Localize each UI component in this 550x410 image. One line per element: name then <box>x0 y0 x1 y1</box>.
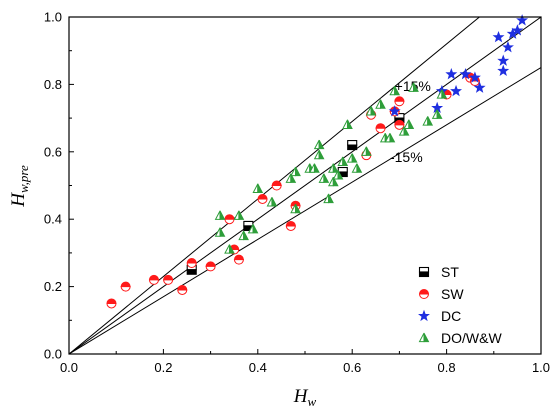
data-point-half-triangle <box>247 224 259 234</box>
x-axis-title: Hw <box>293 386 317 409</box>
data-point-star <box>459 68 472 80</box>
data-point-half-triangle <box>214 227 226 237</box>
data-point-half-triangle <box>233 210 245 220</box>
data-point-star <box>516 14 529 26</box>
data-point-half-triangle <box>436 89 448 99</box>
data-point-half-circle <box>120 281 131 292</box>
data-point-half-triangle <box>290 166 301 177</box>
data-point-star <box>492 30 505 43</box>
data-point-half-triangle <box>375 99 386 109</box>
data-point-half-circle <box>375 123 386 134</box>
data-point-half-triangle <box>337 156 349 167</box>
data-point-half-circle <box>233 254 244 265</box>
y-tick-label: 0.0 <box>44 347 62 362</box>
x-tick-label: 0.8 <box>438 360 456 375</box>
legend-item: DO/W&W <box>418 330 502 346</box>
data-point-half-circle <box>285 220 296 231</box>
data-point-star <box>473 81 486 93</box>
legend-marker <box>418 332 430 343</box>
y-tick-label: 0.2 <box>44 279 62 294</box>
data-point-half-triangle <box>384 133 396 143</box>
x-tick-label: 1.0 <box>532 360 550 375</box>
legend-marker <box>418 309 430 322</box>
y-axis-title: Hw,pre <box>8 165 31 208</box>
x-tick-label: 0.0 <box>60 360 78 375</box>
legend-marker <box>418 289 430 299</box>
data-point-half-triangle <box>285 173 297 183</box>
data-point-star <box>497 64 510 76</box>
data-point-half-triangle <box>266 197 278 207</box>
axes: 0.0 0.2 0.4 0.6 0.8 1.0 0.0 0.2 0.4 0.6 0.8 1.0 <box>44 10 550 376</box>
data-point-half-triangle <box>327 176 339 187</box>
data-point-half-circle <box>394 96 405 107</box>
data-point-half-triangle <box>290 203 301 214</box>
data-point-half-circle <box>163 274 174 285</box>
data-point-star <box>388 105 401 117</box>
reference-line <box>69 67 541 354</box>
data-point-half-triangle <box>351 163 363 173</box>
data-point-star <box>445 68 458 80</box>
data-point-star <box>450 84 463 97</box>
legend-item: ST <box>418 264 459 280</box>
y-tick-label: 0.6 <box>44 144 62 159</box>
legend-item: DC <box>418 308 461 324</box>
data-points <box>106 14 529 309</box>
data-point-half-circle <box>271 180 282 191</box>
data-point-half-triangle <box>318 173 330 183</box>
data-point-half-circle <box>148 274 159 285</box>
data-point-half-triangle <box>238 230 249 241</box>
data-point-half-triangle <box>313 149 325 160</box>
data-point-half-triangle <box>252 183 264 193</box>
data-point-half-triangle <box>214 210 226 220</box>
data-point-half-triangle <box>365 106 377 116</box>
data-point-star <box>468 71 481 83</box>
legend-label: SW <box>441 286 464 302</box>
legend-marker <box>418 266 430 278</box>
data-point-half-triangle <box>323 193 334 204</box>
data-point-half-circle <box>205 261 216 272</box>
legend-item: SW <box>418 286 464 302</box>
data-point-half-circle <box>177 284 188 295</box>
data-point-half-triangle <box>422 116 434 126</box>
data-point-half-circle <box>106 298 117 309</box>
legend-label: DO/W&W <box>441 330 502 346</box>
x-tick-label: 0.2 <box>154 360 172 375</box>
data-point-half-triangle <box>313 139 325 150</box>
data-point-half-triangle <box>389 85 401 96</box>
data-point-half-triangle <box>309 163 320 173</box>
data-point-half-circle <box>257 193 268 204</box>
x-tick-label: 0.4 <box>249 360 267 375</box>
reference-lines <box>69 17 541 354</box>
reference-line-label: -15% <box>390 149 423 165</box>
data-point-star <box>511 24 524 36</box>
data-point-half-triangle <box>403 119 415 129</box>
data-point-half-circle <box>224 214 235 225</box>
data-point-half-triangle <box>224 244 235 254</box>
x-tick-label: 0.6 <box>343 360 361 375</box>
legend-label: DC <box>441 308 461 324</box>
data-point-half-triangle <box>332 170 344 180</box>
legend-label: ST <box>441 264 459 280</box>
y-tick-label: 0.8 <box>44 77 62 92</box>
reference-line <box>69 17 541 354</box>
data-point-star <box>501 41 514 53</box>
data-point-half-triangle <box>361 146 372 156</box>
data-point-half-triangle <box>346 153 358 163</box>
data-point-half-triangle <box>408 82 419 92</box>
legend: ST SW DC DO/W&W <box>418 264 502 346</box>
reference-line <box>69 17 481 354</box>
data-point-half-triangle <box>327 163 339 173</box>
data-point-half-circle <box>186 258 197 269</box>
data-point-half-circle <box>394 119 405 130</box>
data-point-half-square <box>347 140 358 151</box>
data-point-half-triangle <box>342 119 353 129</box>
data-point-half-triangle <box>431 109 443 119</box>
y-tick-label: 1.0 <box>44 10 62 25</box>
y-tick-label: 0.4 <box>44 212 62 227</box>
data-point-star <box>497 54 510 66</box>
